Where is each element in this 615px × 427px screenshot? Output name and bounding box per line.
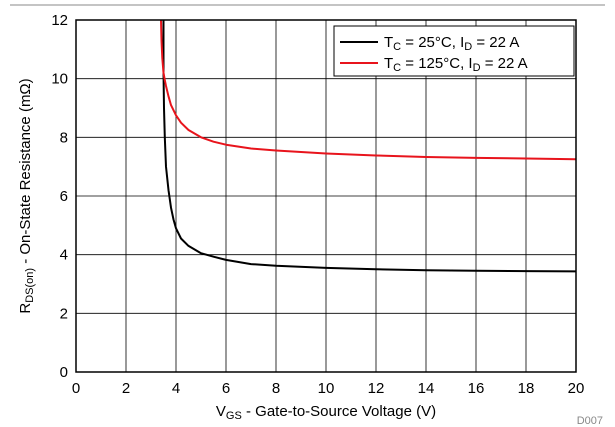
plot-frame <box>75 19 577 373</box>
x-tick-label-16: 16 <box>468 380 485 397</box>
figure-id: D007 <box>577 415 603 427</box>
x-tick-label-8: 8 <box>272 380 280 397</box>
x-axis-title: VGS - Gate-to-Source Voltage (V) <box>216 403 436 422</box>
y-tick-label-10: 10 <box>51 71 68 88</box>
x-tick-label-2: 2 <box>122 380 130 397</box>
y-axis-title: RDS(on) - On-State Resistance (mΩ) <box>17 78 36 313</box>
x-tick-label-18: 18 <box>518 380 535 397</box>
y-tick-label-8: 8 <box>60 129 68 146</box>
y-tick-label-6: 6 <box>60 188 68 205</box>
x-tick-label-6: 6 <box>222 380 230 397</box>
tick-labels: 0 2 4 6 8 10 12 14 16 18 20 0 2 4 6 8 10 12 <box>51 12 584 397</box>
x-tick-label-4: 4 <box>172 380 180 397</box>
series-line-1 <box>162 20 577 273</box>
y-tick-label-2: 2 <box>60 305 68 322</box>
y-tick-label-12: 12 <box>51 12 68 29</box>
x-tick-label-14: 14 <box>418 380 435 397</box>
legend-box <box>333 25 575 77</box>
x-tick-label-10: 10 <box>318 380 335 397</box>
x-tick-label-12: 12 <box>368 380 385 397</box>
y-tick-label-0: 0 <box>60 364 68 381</box>
y-tick-label-4: 4 <box>60 247 68 264</box>
series-layer <box>160 19 577 273</box>
legend-label-series-2: TC = 125°C, ID = 22 A <box>384 55 528 74</box>
x-tick-label-0: 0 <box>72 380 80 397</box>
x-tick-label-20: 20 <box>568 380 585 397</box>
legend: TC = 25°C, ID = 22 A TC = 125°C, ID = 22… <box>333 25 575 77</box>
series-line-2 <box>160 19 577 161</box>
legend-label-series-1: TC = 25°C, ID = 22 A <box>384 34 519 53</box>
